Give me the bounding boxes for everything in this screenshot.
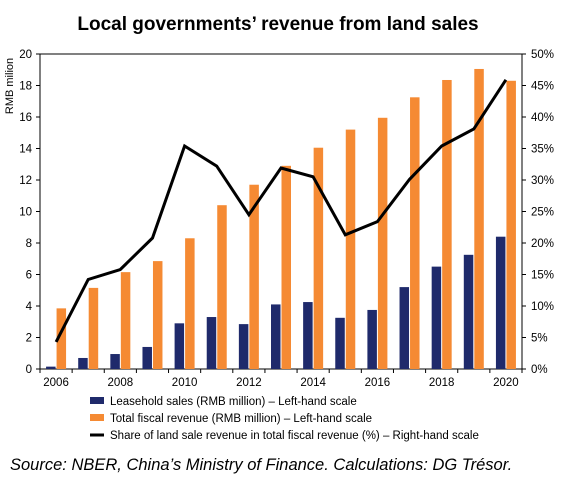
- bar-total-2008: [120, 272, 131, 369]
- left-tick-label: 0: [26, 364, 32, 376]
- bar-total-2011: [217, 205, 227, 369]
- bar-total-2013: [281, 165, 291, 369]
- legend-swatch-1: [90, 414, 104, 421]
- left-tick-label: 16: [19, 112, 32, 124]
- bar-leasehold-2007: [78, 357, 88, 369]
- left-tick-label: 18: [19, 81, 32, 93]
- right-tick-label: 35%: [531, 144, 554, 156]
- chart-title: Local governments’ revenue from land sal…: [77, 14, 478, 35]
- left-tick-label: 14: [19, 144, 32, 156]
- right-tick-label: 10%: [531, 301, 554, 313]
- bar-total-2018: [442, 79, 452, 370]
- right-tick-label: 50%: [531, 49, 554, 61]
- right-tick-label: 20%: [531, 238, 554, 250]
- left-tick-label: 8: [26, 238, 32, 250]
- x-tick-label: 2008: [108, 377, 134, 389]
- bar-leasehold-2006: [46, 366, 56, 369]
- right-tick-label: 15%: [531, 270, 554, 282]
- x-tick-label: 2012: [236, 377, 262, 389]
- bar-total-2014: [313, 147, 324, 369]
- left-tick-label: 12: [19, 175, 32, 187]
- bar-total-2016: [377, 117, 388, 369]
- x-tick-label: 2014: [300, 377, 326, 389]
- bar-total-2006: [56, 308, 67, 369]
- bar-total-2017: [410, 97, 420, 369]
- left-tick-label: 6: [26, 270, 32, 282]
- right-tick-label: 30%: [531, 175, 554, 187]
- right-tick-label: 25%: [531, 207, 554, 219]
- bar-leasehold-2013: [271, 304, 281, 369]
- bar-total-2009: [152, 261, 163, 369]
- bar-leasehold-2015: [335, 317, 345, 369]
- bar-leasehold-2011: [206, 317, 217, 369]
- x-tick-label: 2018: [429, 377, 455, 389]
- bar-leasehold-2016: [367, 309, 377, 369]
- right-tick-label: 40%: [531, 112, 554, 124]
- bar-leasehold-2018: [431, 266, 442, 369]
- right-tick-label: 5%: [531, 333, 548, 345]
- bar-leasehold-2014: [303, 302, 313, 369]
- x-tick-label: 2016: [365, 377, 391, 389]
- left-tick-label: 2: [26, 333, 32, 345]
- left-tick-label: 10: [19, 207, 32, 219]
- left-tick-label: 4: [26, 301, 33, 313]
- right-tick-label: 0%: [531, 364, 548, 376]
- legend-label-0: Leasehold sales (RMB million) – Left-han…: [110, 396, 357, 408]
- bar-total-2012: [249, 184, 259, 369]
- y-axis-label: RMB milion: [4, 58, 16, 114]
- right-tick-label: 45%: [531, 81, 554, 93]
- legend-label-1: Total fiscal revenue (RMB million) – Lef…: [110, 413, 372, 425]
- source-note: Source: NBER, China’s Ministry of Financ…: [10, 456, 513, 474]
- bar-leasehold-2009: [142, 346, 152, 369]
- bar-leasehold-2012: [238, 324, 249, 369]
- bar-leasehold-2019: [463, 254, 474, 369]
- bar-leasehold-2010: [174, 323, 185, 369]
- bar-total-2010: [185, 238, 195, 369]
- bar-total-2007: [88, 287, 99, 369]
- bar-total-2020: [506, 80, 516, 370]
- legend-label-2: Share of land sale revenue in total fisc…: [110, 430, 479, 442]
- bar-leasehold-2020: [495, 236, 506, 369]
- bar-leasehold-2017: [399, 287, 410, 369]
- bar-total-2019: [474, 68, 484, 370]
- legend-swatch-0: [90, 397, 104, 404]
- x-tick-label: 2006: [43, 377, 69, 389]
- left-tick-label: 20: [19, 49, 32, 61]
- x-tick-label: 2010: [172, 377, 198, 389]
- x-tick-label: 2020: [493, 377, 519, 389]
- bar-total-2015: [345, 129, 356, 369]
- bar-leasehold-2008: [110, 354, 120, 369]
